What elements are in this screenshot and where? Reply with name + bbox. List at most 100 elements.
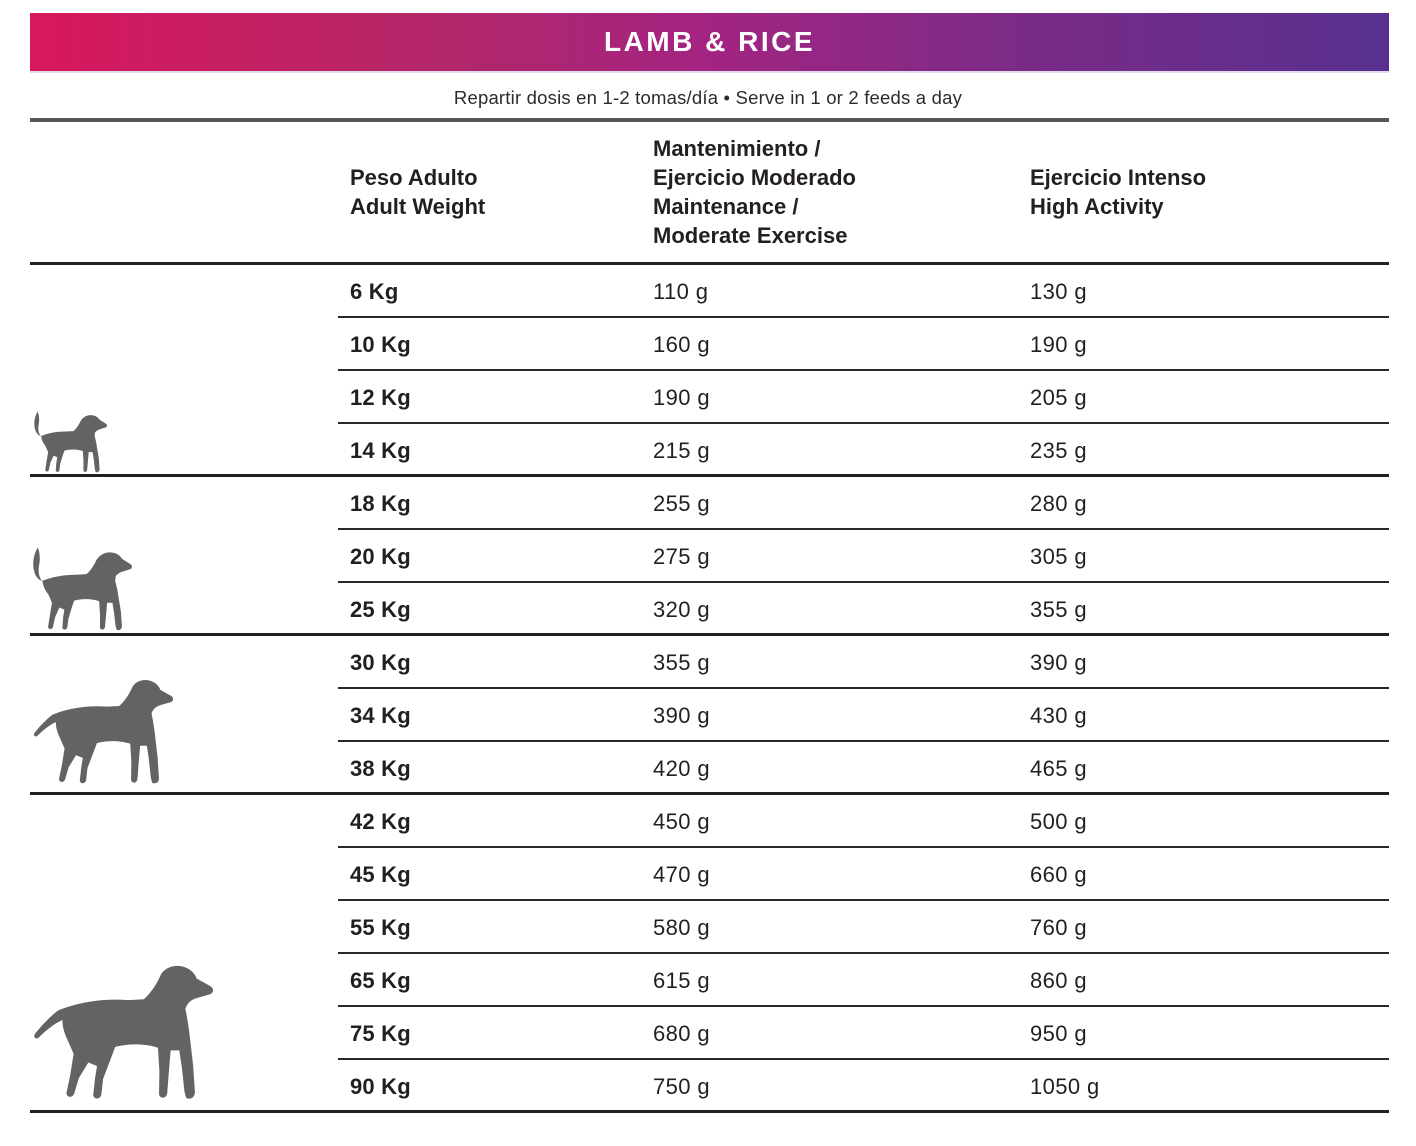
maintenance-cell: 255 g [653, 490, 711, 516]
header-line: Adult Weight [350, 194, 486, 219]
feeding-table-body: 6 Kg 110 g 130 g 10 Kg 160 g 190 g 12 Kg 190 g 2… [30, 265, 1389, 1113]
table-row: 34 Kg 390 g 430 g [30, 689, 1389, 742]
maintenance-cell: 355 g [653, 649, 711, 675]
header-line: High Activity [1030, 194, 1164, 219]
maintenance-cell: 420 g [653, 755, 711, 781]
weight-cell: 65 Kg [350, 967, 411, 993]
weight-cell: 34 Kg [350, 702, 411, 728]
header-line: Ejercicio Intenso [1030, 165, 1207, 190]
table-row: 45 Kg 470 g 660 g [30, 848, 1389, 901]
maintenance-cell: 110 g [653, 278, 709, 304]
weight-cell: 20 Kg [350, 543, 411, 569]
row-divider [30, 1110, 1389, 1113]
maintenance-cell: 615 g [653, 967, 711, 993]
table-row: 6 Kg 110 g 130 g [30, 265, 1389, 318]
row-divider [338, 316, 1389, 318]
product-banner: LAMB & RICE [30, 13, 1389, 73]
weight-cell: 75 Kg [350, 1020, 411, 1046]
table-row: 20 Kg 275 g 305 g [30, 530, 1389, 583]
high-activity-cell: 390 g [1030, 649, 1088, 675]
high-activity-cell: 355 g [1030, 596, 1088, 622]
serving-instructions: Repartir dosis en 1-2 tomas/día • Serve … [453, 87, 963, 108]
row-divider [338, 422, 1389, 424]
weight-cell: 38 Kg [350, 755, 411, 781]
table-row: 18 Kg 255 g 280 g [30, 477, 1389, 530]
row-divider [338, 581, 1389, 583]
table-row: 38 Kg 420 g 465 g [30, 742, 1389, 795]
maintenance-cell: 160 g [653, 331, 711, 357]
weight-cell: 90 Kg [350, 1073, 411, 1099]
table-header: Peso Adulto Adult Weight Mantenimiento /… [30, 122, 1389, 262]
row-divider [338, 528, 1389, 530]
row-divider [338, 1005, 1389, 1007]
high-activity-cell: 860 g [1030, 967, 1088, 993]
maintenance-cell: 320 g [653, 596, 711, 622]
table-row: 65 Kg 615 g 860 g [30, 954, 1389, 1007]
row-divider [30, 474, 1389, 477]
row-divider [338, 899, 1389, 901]
weight-cell: 10 Kg [350, 331, 411, 357]
row-divider [30, 633, 1389, 636]
column-header-maintenance: Mantenimiento / Ejercicio Moderado Maint… [653, 134, 856, 250]
maintenance-cell: 470 g [653, 861, 711, 887]
table-row: 30 Kg 355 g 390 g [30, 636, 1389, 689]
row-divider [338, 687, 1389, 689]
high-activity-cell: 280 g [1030, 490, 1088, 516]
table-row: 90 Kg 750 g 1050 g [30, 1060, 1389, 1113]
high-activity-cell: 190 g [1030, 331, 1088, 357]
dog-silhouette-small-icon [34, 411, 107, 473]
row-divider [30, 792, 1389, 795]
header-divider [30, 262, 1389, 265]
maintenance-cell: 580 g [653, 914, 711, 940]
maintenance-cell: 275 g [653, 543, 711, 569]
row-divider [338, 1058, 1389, 1060]
table-row: 14 Kg 215 g 235 g [30, 424, 1389, 477]
maintenance-cell: 750 g [653, 1073, 711, 1099]
maintenance-cell: 390 g [653, 702, 711, 728]
weight-cell: 14 Kg [350, 437, 411, 463]
high-activity-cell: 1050 g [1030, 1073, 1100, 1099]
column-header-weight: Peso Adulto Adult Weight [350, 163, 485, 221]
maintenance-cell: 450 g [653, 808, 711, 834]
dog-silhouette-giant-icon [34, 965, 214, 1099]
maintenance-cell: 680 g [653, 1020, 711, 1046]
table-row: 12 Kg 190 g 205 g [30, 371, 1389, 424]
header-line: Moderate Exercise [653, 223, 848, 248]
high-activity-cell: 760 g [1030, 914, 1088, 940]
row-divider [338, 740, 1389, 742]
dog-silhouette-medium-icon [33, 547, 132, 631]
banner-title: LAMB & RICE [603, 26, 816, 57]
high-activity-cell: 305 g [1030, 543, 1088, 569]
weight-cell: 45 Kg [350, 861, 411, 887]
high-activity-cell: 205 g [1030, 384, 1088, 410]
column-header-high-activity: Ejercicio Intenso High Activity [1030, 163, 1206, 221]
high-activity-cell: 660 g [1030, 861, 1088, 887]
high-activity-cell: 130 g [1030, 278, 1088, 304]
weight-cell: 18 Kg [350, 490, 411, 516]
top-divider [30, 118, 1389, 122]
weight-cell: 30 Kg [350, 649, 411, 675]
header-line: Mantenimiento / [653, 136, 821, 161]
weight-cell: 12 Kg [350, 384, 411, 410]
header-line: Maintenance / [653, 194, 799, 219]
header-line: Ejercicio Moderado [653, 165, 856, 190]
weight-cell: 55 Kg [350, 914, 411, 940]
table-row: 42 Kg 450 g 500 g [30, 795, 1389, 848]
high-activity-cell: 430 g [1030, 702, 1088, 728]
table-row: 25 Kg 320 g 355 g [30, 583, 1389, 636]
table-row: 55 Kg 580 g 760 g [30, 901, 1389, 954]
weight-cell: 42 Kg [350, 808, 411, 834]
maintenance-cell: 190 g [653, 384, 711, 410]
row-divider [338, 369, 1389, 371]
dog-silhouette-large-icon [33, 680, 174, 784]
high-activity-cell: 465 g [1030, 755, 1088, 781]
header-line: Peso Adulto [350, 165, 478, 190]
high-activity-cell: 500 g [1030, 808, 1088, 834]
table-row: 75 Kg 680 g 950 g [30, 1007, 1389, 1060]
weight-cell: 25 Kg [350, 596, 411, 622]
high-activity-cell: 950 g [1030, 1020, 1088, 1046]
table-row: 10 Kg 160 g 190 g [30, 318, 1389, 371]
row-divider [338, 952, 1389, 954]
weight-cell: 6 Kg [350, 278, 399, 304]
